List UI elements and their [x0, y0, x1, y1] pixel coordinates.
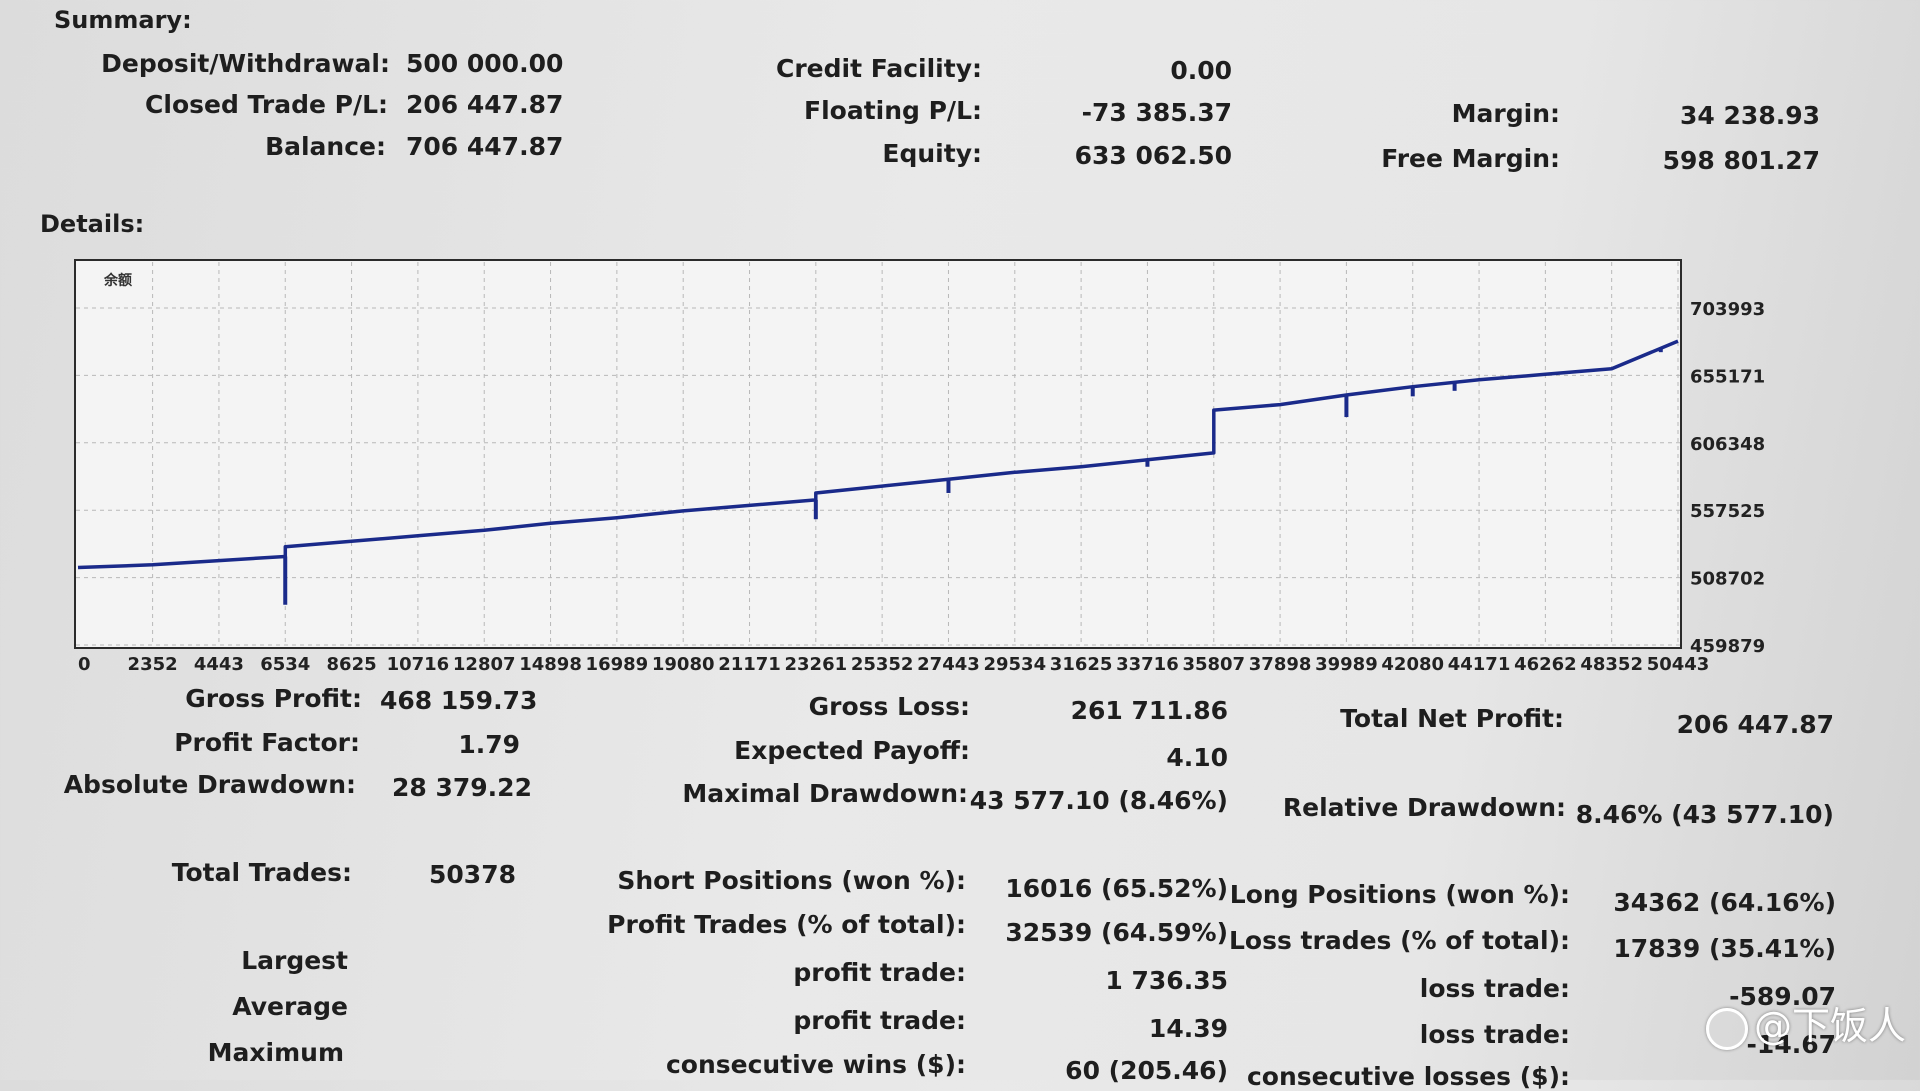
short-positions-label: Short Positions (won %): — [617, 866, 966, 895]
x-tick-label: 39989 — [1315, 654, 1378, 675]
largest-profit-value: 1 736.35 — [1105, 966, 1228, 995]
watermark-text: @下饭人 — [1754, 1004, 1907, 1048]
average-profit-label: profit trade: — [793, 1006, 966, 1035]
x-tick-label: 31625 — [1050, 654, 1113, 675]
free-margin-value: 598 801.27 — [1662, 146, 1820, 175]
x-tick-label: 21171 — [718, 654, 781, 675]
free-margin-label: Free Margin: — [1381, 144, 1560, 173]
maximum-label: Maximum — [207, 1038, 344, 1067]
x-tick-label: 35807 — [1182, 654, 1245, 675]
x-axis-ticks: 0 2352 4443 6534 8625 10716 12807 14898 16989 190… — [78, 654, 1709, 675]
x-tick-label: 12807 — [453, 654, 516, 675]
largest-loss-label: loss trade: — [1419, 974, 1570, 1003]
consecutive-wins-label: consecutive wins ($): — [665, 1050, 966, 1079]
largest-label: Largest — [241, 946, 348, 975]
profit-factor-label: Profit Factor: — [174, 728, 360, 757]
y-tick-label: 508702 — [1690, 569, 1765, 590]
average-label: Average — [232, 992, 348, 1021]
total-net-profit-value: 206 447.87 — [1676, 710, 1834, 739]
balance-value: 706 447.87 — [406, 132, 564, 161]
absolute-drawdown-label: Absolute Drawdown: — [63, 770, 356, 799]
equity-label: Equity: — [882, 139, 982, 168]
x-tick-label: 0 — [78, 654, 91, 675]
average-profit-value: 14.39 — [1148, 1014, 1228, 1043]
long-positions-label: Long Positions (won %): — [1229, 880, 1570, 909]
long-positions-value: 34362 (64.16%) — [1613, 888, 1836, 917]
closed-pl-value: 206 447.87 — [406, 90, 564, 119]
profit-trades-value: 32539 (64.59%) — [1005, 918, 1228, 947]
x-tick-label: 6534 — [260, 654, 310, 675]
maximal-drawdown-value: 43 577.10 (8.46%) — [969, 786, 1228, 815]
x-tick-label: 44171 — [1448, 654, 1511, 675]
gross-loss-value: 261 711.86 — [1070, 696, 1228, 725]
x-tick-label: 48352 — [1580, 654, 1643, 675]
balance-chart — [74, 259, 1682, 649]
largest-loss-value: -589.07 — [1729, 982, 1836, 1011]
x-tick-label: 14898 — [519, 654, 582, 675]
profit-trades-label: Profit Trades (% of total): — [607, 910, 966, 939]
margin-label: Margin: — [1451, 99, 1560, 128]
average-loss-label: loss trade: — [1419, 1020, 1570, 1049]
y-tick-label: 703993 — [1690, 299, 1765, 320]
gross-profit-value: 468 159.73 — [380, 686, 538, 715]
deposit-label: Deposit/Withdrawal: — [101, 49, 390, 78]
chart-series-label: 余额 — [104, 273, 132, 289]
y-tick-label: 655171 — [1690, 366, 1765, 387]
consecutive-wins-value: 60 (205.46) — [1065, 1056, 1228, 1085]
x-tick-label: 25352 — [851, 654, 914, 675]
details-header: Details: — [40, 210, 145, 238]
x-tick-label: 37898 — [1249, 654, 1312, 675]
relative-drawdown-value: 8.46% (43 577.10) — [1575, 800, 1834, 829]
gross-profit-label: Gross Profit: — [185, 684, 362, 713]
equity-value: 633 062.50 — [1074, 141, 1232, 170]
x-tick-label: 8625 — [327, 654, 377, 675]
average-loss-value: -14.67 — [1746, 1030, 1836, 1059]
short-positions-value: 16016 (65.52%) — [1005, 874, 1228, 903]
y-tick-label: 606348 — [1690, 434, 1765, 455]
x-tick-label: 46262 — [1514, 654, 1577, 675]
watermark-logo-icon — [1706, 1007, 1748, 1050]
loss-trades-value: 17839 (35.41%) — [1613, 934, 1836, 963]
x-tick-label: 16989 — [586, 654, 649, 675]
watermark: @下饭人 — [1706, 995, 1906, 1050]
expected-payoff-label: Expected Payoff: — [734, 736, 970, 765]
x-tick-label: 2352 — [128, 654, 178, 675]
x-tick-label: 4443 — [194, 654, 244, 675]
floating-pl-label: Floating P/L: — [804, 96, 982, 125]
profit-factor-value: 1.79 — [458, 730, 520, 759]
x-tick-label: 27443 — [917, 654, 980, 675]
x-tick-label: 23261 — [785, 654, 848, 675]
credit-value: 0.00 — [1170, 56, 1232, 85]
x-tick-label: 29534 — [983, 654, 1046, 675]
total-net-profit-label: Total Net Profit: — [1340, 704, 1564, 733]
x-tick-label: 42080 — [1381, 654, 1444, 675]
consecutive-losses-label: consecutive losses ($): — [1246, 1062, 1570, 1091]
largest-profit-label: profit trade: — [793, 958, 966, 987]
x-tick-label: 33716 — [1116, 654, 1179, 675]
absolute-drawdown-value: 28 379.22 — [392, 773, 532, 802]
x-tick-label: 19080 — [652, 654, 715, 675]
gross-loss-label: Gross Loss: — [808, 692, 970, 721]
y-tick-label: 459879 — [1690, 636, 1765, 657]
expected-payoff-value: 4.10 — [1166, 743, 1228, 772]
y-tick-label: 557525 — [1690, 501, 1765, 522]
total-trades-value: 50378 — [429, 860, 516, 889]
loss-trades-label: Loss trades (% of total): — [1228, 926, 1570, 955]
margin-value: 34 238.93 — [1680, 101, 1820, 130]
floating-pl-value: -73 385.37 — [1081, 98, 1232, 127]
credit-label: Credit Facility: — [775, 54, 982, 83]
balance-label: Balance: — [265, 132, 386, 161]
y-axis-ticks: 703993 655171 606348 557525 508702 459879 — [1690, 299, 1765, 657]
summary-header: Summary: — [54, 6, 192, 34]
x-tick-label: 10716 — [387, 654, 450, 675]
x-tick-label: 50443 — [1647, 654, 1710, 675]
total-trades-label: Total Trades: — [171, 858, 352, 887]
relative-drawdown-label: Relative Drawdown: — [1282, 793, 1566, 822]
deposit-value: 500 000.00 — [406, 49, 564, 78]
maximal-drawdown-label: Maximal Drawdown: — [682, 779, 968, 808]
closed-pl-label: Closed Trade P/L: — [145, 90, 388, 119]
